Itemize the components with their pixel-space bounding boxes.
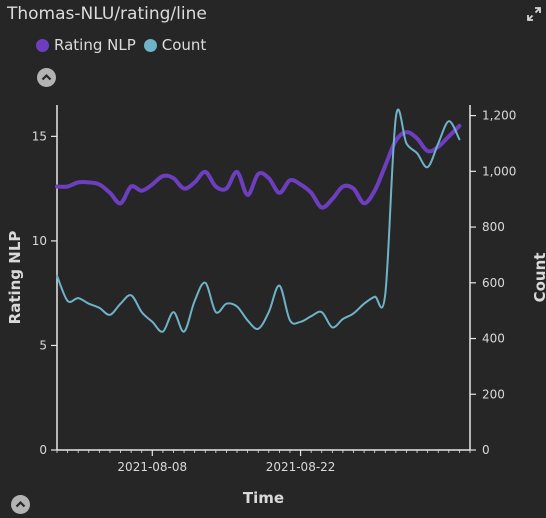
y-tick-label-right: 800 — [482, 220, 505, 234]
y-tick-label-left: 10 — [32, 234, 47, 248]
collapse-legend-button[interactable] — [37, 68, 56, 87]
y-tick-label-right: 600 — [482, 276, 505, 290]
expand-arrows-icon[interactable] — [526, 6, 542, 22]
x-tick-label: 2021-08-22 — [266, 460, 336, 474]
legend-label-count: Count — [161, 36, 207, 54]
legend-swatch-rating-nlp — [36, 38, 49, 52]
legend-item-count[interactable]: Count — [143, 36, 207, 54]
legend-item-rating-nlp[interactable]: Rating NLP — [36, 36, 136, 54]
chart-legend: Rating NLP Count — [36, 36, 214, 54]
chart-title: Thomas-NLU/rating/line — [7, 4, 207, 24]
x-tick-label: 2021-08-08 — [117, 460, 187, 474]
y-tick-label-right: 1,000 — [482, 164, 516, 178]
y-axis-title-left: Rating NLP — [6, 231, 24, 325]
series-line-rating-nlp — [55, 123, 462, 210]
y-tick-label-left: 0 — [39, 443, 47, 457]
chevron-up-icon — [15, 500, 26, 508]
y-tick-label-left: 5 — [39, 338, 47, 352]
x-axis-title: Time — [243, 489, 284, 507]
y-tick-label-right: 0 — [482, 443, 490, 457]
legend-swatch-count — [143, 38, 157, 52]
series-line-count — [56, 108, 461, 333]
y-tick-label-right: 1,200 — [482, 109, 516, 123]
y-axis-title-right: Count — [531, 253, 546, 303]
legend-label-rating-nlp: Rating NLP — [54, 36, 136, 54]
y-tick-label-left: 15 — [32, 129, 47, 143]
chevron-up-icon — [41, 73, 52, 81]
y-tick-label-right: 200 — [482, 387, 505, 401]
y-tick-label-right: 400 — [482, 332, 505, 346]
collapse-axis-button[interactable] — [11, 495, 30, 514]
